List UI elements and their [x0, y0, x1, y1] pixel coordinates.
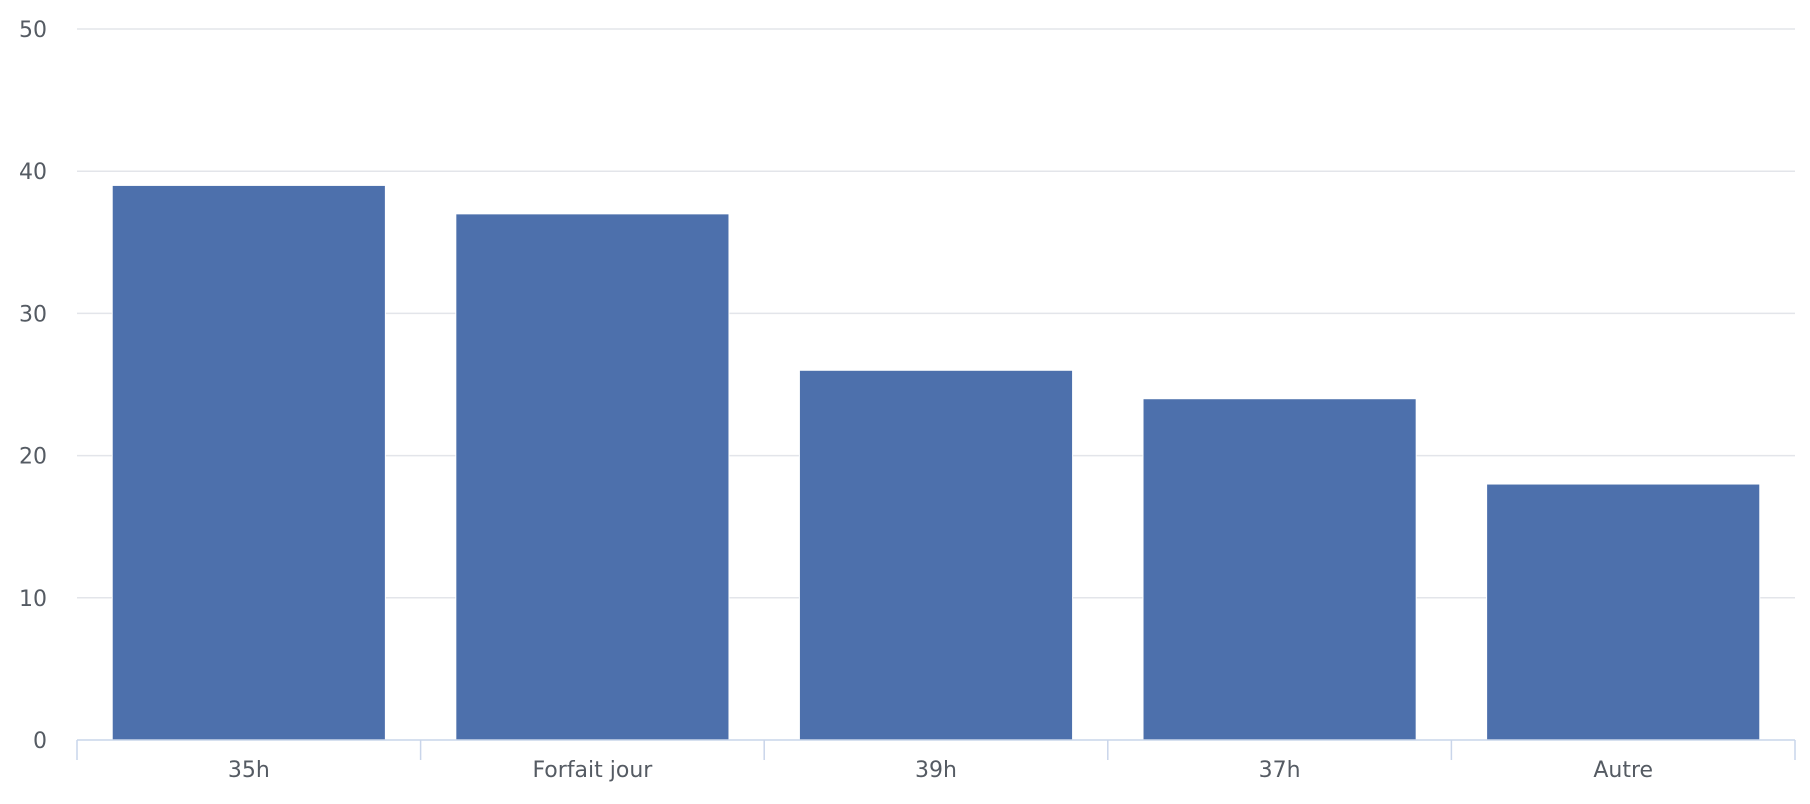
y-tick-label: 50	[19, 18, 47, 43]
bar[interactable]	[798, 369, 1074, 741]
x-axis	[76, 739, 1796, 760]
x-tick-label: Forfait jour	[532, 758, 653, 783]
bars	[111, 184, 1761, 741]
y-tick-label: 10	[19, 587, 47, 612]
y-tick-label: 30	[19, 302, 47, 327]
y-tick-label: 20	[19, 445, 47, 470]
y-tick-label: 40	[19, 160, 47, 185]
y-axis-labels: 0 10 20 30 40 50	[19, 18, 47, 754]
bar[interactable]	[1486, 483, 1761, 741]
x-axis-labels: 35h Forfait jour 39h 37h Autre	[228, 758, 1653, 783]
x-tick-label: 39h	[915, 758, 957, 783]
x-tick-label: Autre	[1593, 758, 1653, 783]
x-tick-label: 35h	[228, 758, 270, 783]
bar[interactable]	[455, 213, 730, 741]
bar[interactable]	[111, 184, 386, 741]
y-tick-label: 0	[33, 729, 47, 754]
bar[interactable]	[1142, 398, 1417, 741]
x-tick-label: 37h	[1259, 758, 1301, 783]
